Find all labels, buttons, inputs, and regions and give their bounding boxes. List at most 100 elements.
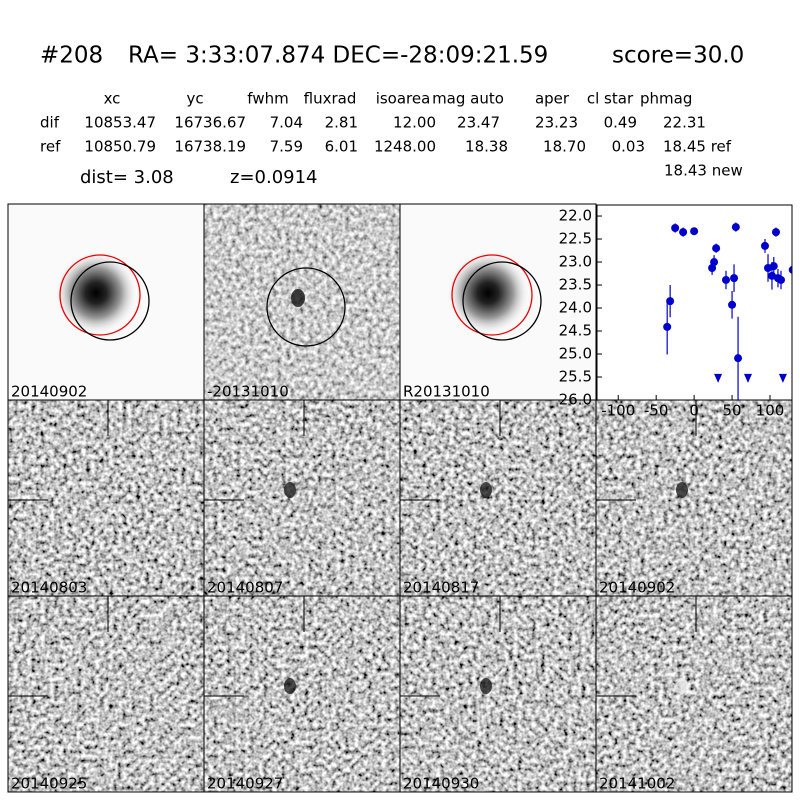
- image-noise: [8, 400, 204, 596]
- coordinates: RA= 3:33:07.874 DEC=-28:09:21.59: [128, 43, 548, 69]
- point: [721, 275, 730, 284]
- column-header: xc: [104, 90, 121, 108]
- source: [480, 678, 492, 694]
- y-tick-label: 25.0: [559, 345, 592, 363]
- image-noise: [8, 596, 204, 792]
- source: [284, 482, 296, 498]
- panel-label: 20140807: [207, 579, 283, 597]
- image-noise: [204, 596, 400, 792]
- limit-point: [778, 373, 787, 383]
- table-cell: 23.47: [457, 114, 500, 132]
- panel-label: 20140817: [403, 579, 479, 597]
- score: score=30.0: [612, 43, 744, 69]
- panel-label: 20140930: [403, 775, 479, 793]
- point: [769, 262, 778, 271]
- table-cell: 16738.19: [174, 138, 246, 156]
- ring: [451, 254, 533, 336]
- x-tick-label: 100: [756, 402, 785, 420]
- image-noise: [596, 596, 792, 792]
- column-header: aper: [535, 90, 570, 108]
- plot-area: [597, 205, 792, 400]
- table-cell: 12.00: [393, 114, 436, 132]
- galaxy: [54, 251, 138, 335]
- ring: [266, 267, 346, 347]
- y-tick-label: 23.5: [559, 276, 592, 294]
- point: [728, 300, 737, 309]
- x-tick-label: 0: [689, 402, 699, 420]
- point: [679, 228, 688, 237]
- column-header: fluxrad: [304, 90, 357, 108]
- row-label: dif: [40, 114, 60, 132]
- table-cell: 16736.67: [174, 114, 246, 132]
- image-noise: [400, 596, 596, 792]
- table-cell: 22.31: [663, 114, 706, 132]
- table-cell: 7.59: [270, 138, 303, 156]
- table-cell: 7.04: [270, 114, 303, 132]
- panel-label: 20140902: [599, 579, 675, 597]
- row-label: ref: [40, 138, 61, 156]
- point: [730, 274, 739, 283]
- panel-label: -20131010: [207, 383, 289, 401]
- distance: dist= 3.08: [80, 167, 174, 188]
- column-header: mag auto: [432, 90, 504, 108]
- panel-label: R20131010: [403, 383, 490, 401]
- point: [731, 223, 740, 232]
- x-tick-label: 50: [723, 402, 742, 420]
- panel-label: 20140927: [207, 775, 283, 793]
- point: [690, 227, 699, 236]
- ring: [59, 254, 141, 336]
- y-tick-label: 22.0: [559, 207, 592, 225]
- panel-label: 20141002: [599, 775, 675, 793]
- table-cell: 6.01: [325, 138, 358, 156]
- point: [710, 258, 719, 267]
- table-cell: 1248.00: [374, 138, 436, 156]
- panel-label: 20140925: [11, 775, 87, 793]
- image-noise: [204, 400, 400, 596]
- redshift: z=0.0914: [230, 167, 318, 188]
- y-tick-label: 22.5: [559, 230, 592, 248]
- table-cell: 10853.47: [84, 114, 156, 132]
- new-mag: 18.43 new: [664, 162, 743, 180]
- point: [666, 297, 675, 306]
- panel-label: 20140902: [11, 383, 87, 401]
- ring: [70, 261, 150, 341]
- image-noise: [400, 400, 596, 596]
- limit-point: [743, 373, 752, 383]
- y-tick-label: 25.5: [559, 368, 592, 386]
- image-noise: [596, 400, 792, 596]
- plot-points: [663, 222, 792, 400]
- table-cell: 18.38: [465, 138, 508, 156]
- column-header: cl star: [587, 90, 634, 108]
- ring: [462, 261, 542, 341]
- column-header: phmag: [640, 90, 692, 108]
- column-header: yc: [186, 90, 203, 108]
- point: [712, 244, 721, 253]
- galaxy: [446, 251, 530, 335]
- table-cell: 18.45 ref: [663, 138, 732, 156]
- candidate-id: #208: [40, 43, 103, 69]
- table-cell: 0.49: [604, 114, 637, 132]
- limit-point: [714, 373, 723, 383]
- y-tick-label: 23.0: [559, 253, 592, 271]
- panel-frame: [595, 595, 793, 793]
- source: [284, 678, 296, 694]
- column-header: fwhm: [247, 90, 288, 108]
- point: [663, 322, 672, 331]
- table-cell: 10850.79: [84, 138, 156, 156]
- source: [676, 482, 688, 498]
- point: [671, 223, 680, 232]
- y-tick-label: 26.0: [559, 391, 592, 409]
- column-header: isoarea: [376, 90, 431, 108]
- point: [788, 265, 792, 274]
- table-cell: 23.23: [535, 114, 578, 132]
- panel-label: 20140803: [11, 579, 87, 597]
- x-tick-label: -50: [644, 402, 669, 420]
- source: [676, 678, 688, 694]
- point: [776, 275, 785, 284]
- point: [771, 228, 780, 237]
- point: [734, 354, 743, 363]
- point: [760, 241, 769, 250]
- x-tick-label: -100: [601, 402, 635, 420]
